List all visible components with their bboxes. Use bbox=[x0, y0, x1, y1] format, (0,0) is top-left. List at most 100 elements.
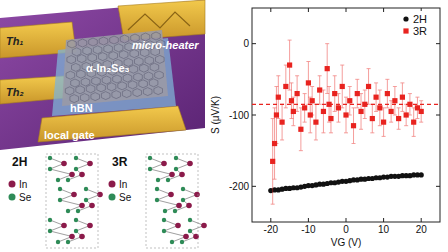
error-bar bbox=[299, 108, 303, 151]
point bbox=[325, 66, 330, 71]
point bbox=[419, 172, 424, 177]
bond bbox=[164, 231, 186, 237]
error-cap bbox=[295, 75, 299, 76]
atom bbox=[58, 187, 62, 191]
error-cap bbox=[295, 111, 299, 112]
error-cap bbox=[400, 82, 404, 83]
error-cap bbox=[348, 115, 352, 116]
error-cap bbox=[378, 90, 382, 91]
x-tick bbox=[270, 218, 271, 222]
hex bbox=[65, 87, 74, 95]
error-cap bbox=[333, 75, 337, 76]
error-bar bbox=[336, 94, 340, 123]
point bbox=[295, 91, 300, 96]
atom bbox=[148, 167, 152, 171]
error-cap bbox=[415, 97, 419, 98]
error-cap bbox=[393, 86, 397, 87]
atom bbox=[173, 209, 177, 213]
error-cap bbox=[308, 97, 312, 98]
species-key bbox=[9, 194, 16, 201]
series bbox=[270, 40, 424, 204]
error-cap bbox=[408, 115, 412, 116]
atom bbox=[79, 203, 85, 209]
error-cap bbox=[419, 122, 423, 123]
error-bar bbox=[329, 104, 333, 133]
chart: -20-1001020-200-1000VG (V)S (μV/K)2H3R bbox=[210, 8, 440, 248]
hex bbox=[145, 56, 154, 64]
hex bbox=[99, 37, 108, 45]
error-cap bbox=[308, 132, 312, 133]
schematic-label: Th₂ bbox=[6, 86, 24, 98]
hex bbox=[114, 44, 123, 52]
point bbox=[389, 109, 394, 114]
hex bbox=[122, 90, 131, 98]
x-tick bbox=[308, 8, 309, 12]
error-cap bbox=[318, 75, 322, 76]
error-bar bbox=[352, 108, 356, 144]
atom bbox=[148, 156, 152, 160]
error-cap bbox=[327, 86, 331, 87]
figure: Th₁Th₂micro-heaterα-In₂Se₃hBNlocal gate2… bbox=[0, 0, 448, 252]
error-cap bbox=[397, 129, 401, 130]
error-cap bbox=[355, 107, 359, 108]
atom bbox=[48, 229, 52, 233]
point bbox=[366, 84, 371, 89]
atom bbox=[79, 234, 85, 240]
error-cap bbox=[280, 104, 284, 105]
hex bbox=[113, 75, 122, 83]
atom bbox=[76, 209, 80, 213]
bond bbox=[50, 169, 72, 175]
error-cap bbox=[378, 125, 382, 126]
error-cap bbox=[271, 204, 275, 205]
atom bbox=[168, 192, 174, 198]
error-cap bbox=[370, 132, 374, 133]
hex bbox=[112, 91, 121, 99]
error-bar bbox=[419, 101, 423, 122]
error-cap bbox=[288, 90, 292, 91]
hex bbox=[97, 84, 106, 92]
error-cap bbox=[306, 61, 310, 62]
atom bbox=[162, 218, 166, 222]
x-tick bbox=[346, 218, 347, 222]
hex bbox=[66, 71, 75, 79]
error-cap bbox=[363, 118, 367, 119]
error-cap bbox=[400, 111, 404, 112]
error-cap bbox=[273, 179, 277, 180]
x-tick-label: 0 bbox=[343, 224, 349, 235]
bond bbox=[60, 200, 82, 206]
error-cap bbox=[340, 107, 344, 108]
structure-label: 3R bbox=[112, 155, 128, 169]
hex bbox=[149, 79, 158, 87]
error-cap bbox=[291, 125, 295, 126]
atom bbox=[183, 234, 189, 240]
error-cap bbox=[336, 122, 340, 123]
hex bbox=[123, 74, 132, 82]
hex bbox=[128, 81, 137, 89]
error-cap bbox=[321, 90, 325, 91]
error-cap bbox=[310, 86, 314, 87]
error-bar bbox=[271, 119, 275, 205]
hex bbox=[150, 63, 159, 71]
hex bbox=[144, 72, 153, 80]
atom bbox=[56, 240, 60, 244]
atom bbox=[188, 218, 192, 222]
hex bbox=[107, 83, 116, 91]
heater-wire bbox=[128, 12, 190, 30]
error-cap bbox=[274, 143, 278, 144]
hex bbox=[118, 82, 127, 90]
error-cap bbox=[382, 107, 386, 108]
plot-marks bbox=[252, 40, 440, 204]
y-tick bbox=[252, 43, 256, 44]
atom bbox=[186, 203, 192, 209]
atom bbox=[179, 172, 185, 178]
x-tick bbox=[270, 8, 271, 12]
error-bar bbox=[412, 108, 416, 137]
atom bbox=[181, 187, 185, 191]
legend-marker bbox=[403, 16, 408, 21]
error-cap bbox=[333, 111, 337, 112]
structure: 2HInSe bbox=[9, 154, 103, 248]
unit-cell bbox=[146, 154, 198, 248]
error-bar bbox=[306, 62, 310, 105]
x-tick bbox=[346, 8, 347, 12]
error-cap bbox=[325, 93, 329, 94]
